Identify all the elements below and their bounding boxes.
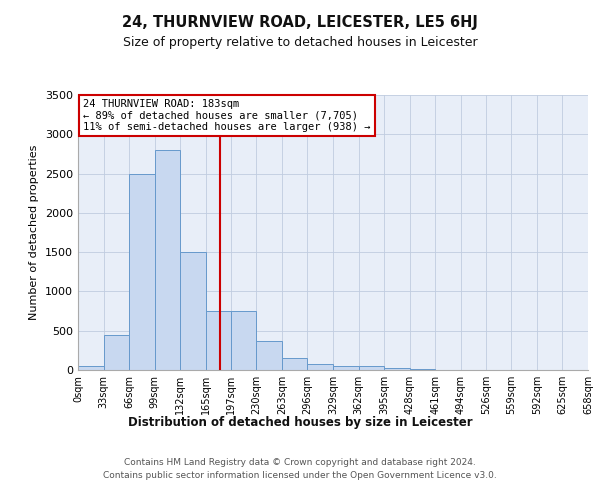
Bar (307, 364, 333, 370)
Bar (104, 334, 129, 370)
Bar (181, 252, 206, 370)
Bar (206, 311, 230, 370)
Text: Contains public sector information licensed under the Open Government Licence v3: Contains public sector information licen… (103, 472, 497, 480)
Text: 24 THURNVIEW ROAD: 183sqm
← 89% of detached houses are smaller (7,705)
11% of se: 24 THURNVIEW ROAD: 183sqm ← 89% of detac… (83, 99, 371, 132)
Text: Size of property relative to detached houses in Leicester: Size of property relative to detached ho… (122, 36, 478, 49)
Y-axis label: Number of detached properties: Number of detached properties (29, 145, 40, 320)
Bar (359, 366, 384, 370)
Bar (384, 368, 410, 370)
Bar (129, 174, 155, 370)
Text: 24, THURNVIEW ROAD, LEICESTER, LE5 6HJ: 24, THURNVIEW ROAD, LEICESTER, LE5 6HJ (122, 15, 478, 30)
Bar (155, 150, 181, 370)
Text: Contains HM Land Registry data © Crown copyright and database right 2024.: Contains HM Land Registry data © Crown c… (124, 458, 476, 467)
Bar (256, 340, 282, 370)
Text: Distribution of detached houses by size in Leicester: Distribution of detached houses by size … (128, 416, 472, 429)
Bar (282, 358, 307, 370)
Bar (230, 311, 256, 370)
Bar (333, 366, 359, 370)
Bar (410, 369, 436, 370)
Bar (78, 366, 104, 370)
